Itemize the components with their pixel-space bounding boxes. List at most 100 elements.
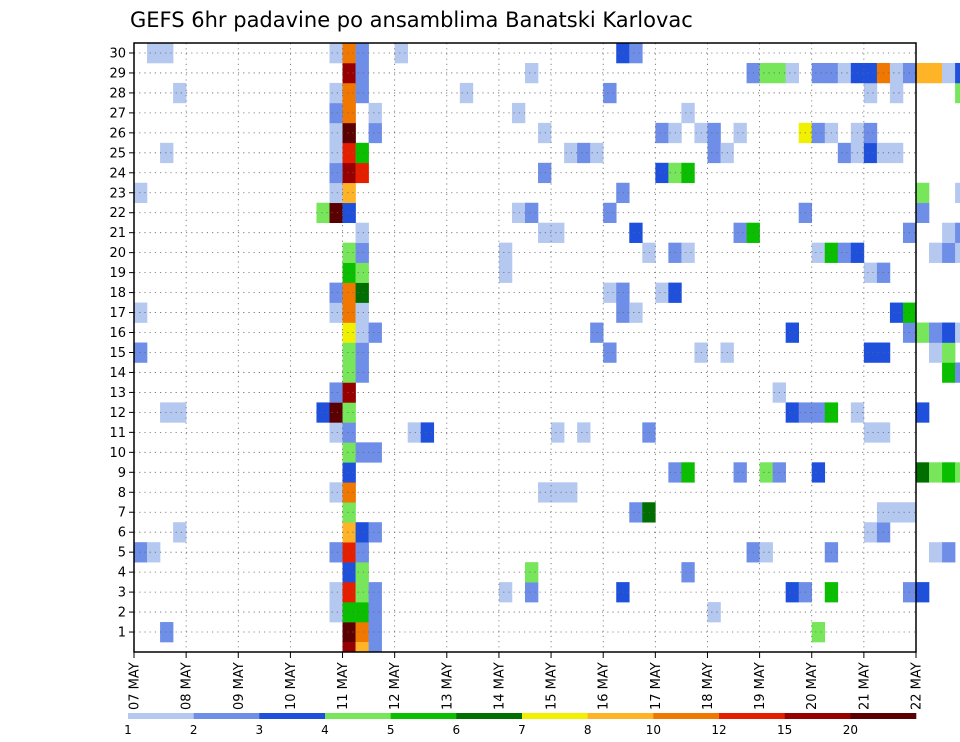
x-tick-label: 19 MAY — [753, 662, 768, 710]
heatmap-cell — [134, 182, 148, 204]
heatmap-cell — [342, 602, 356, 623]
grid-lines — [134, 43, 916, 652]
heatmap-cell — [577, 142, 591, 164]
heatmap-cell — [929, 342, 943, 363]
heatmap-cell — [355, 302, 369, 323]
legend-label: 4 — [321, 723, 329, 737]
heatmap-cell — [342, 62, 356, 84]
heatmap-cell — [342, 502, 356, 523]
heatmap-cell — [603, 342, 617, 363]
heatmap-cell — [525, 562, 539, 583]
heatmap-cell — [955, 462, 960, 483]
heatmap-cell — [863, 122, 878, 144]
heatmap-cell — [342, 162, 356, 184]
heatmap-cell — [342, 582, 356, 603]
y-tick-label: 2 — [118, 606, 126, 621]
y-tick-label: 22 — [109, 206, 126, 221]
heatmap-cell — [342, 262, 356, 283]
heatmap-cell — [173, 82, 187, 104]
legend-swatch — [390, 713, 457, 719]
y-tick-label: 24 — [109, 166, 126, 181]
y-tick-label: 17 — [109, 306, 126, 321]
heatmap-cell — [316, 402, 330, 423]
heatmap-cell — [655, 162, 669, 184]
x-tick-label: 13 MAY — [440, 662, 455, 710]
legend-swatch — [456, 713, 523, 719]
y-tick-label: 29 — [109, 66, 126, 81]
heatmap-cell — [316, 202, 330, 224]
heatmap-cell — [916, 462, 930, 483]
heatmap-cell — [929, 462, 943, 483]
y-tick-label: 14 — [109, 366, 126, 381]
heatmap-cell — [329, 122, 343, 144]
heatmap-cell — [342, 362, 356, 383]
heatmap-cell — [394, 43, 408, 64]
heatmap-cell — [342, 322, 356, 343]
heatmap-cell — [355, 242, 369, 263]
heatmap-cell — [355, 522, 369, 543]
heatmap-cell — [329, 482, 343, 503]
legend-swatch — [850, 713, 917, 719]
legend-swatch — [719, 713, 785, 719]
heatmap-cell — [329, 282, 343, 303]
heatmap-cell — [863, 522, 878, 543]
heatmap-cell — [407, 422, 422, 443]
heatmap-cell — [525, 62, 539, 84]
heatmap-cell — [863, 422, 878, 443]
heatmap-cell — [707, 142, 721, 164]
heatmap-cell — [942, 322, 956, 343]
legend-swatch — [193, 713, 260, 719]
y-tick-label: 5 — [118, 546, 126, 561]
heatmap-cell — [538, 482, 552, 503]
heatmap-cell — [342, 43, 356, 64]
legend-swatch — [587, 713, 654, 719]
legend-label: 6 — [453, 723, 461, 737]
heatmap-cell — [498, 262, 513, 283]
heatmap-cell — [329, 162, 343, 184]
heatmap-cell — [929, 62, 943, 84]
heatmap-cell — [368, 642, 382, 653]
heatmap-cell — [329, 43, 343, 64]
legend-swatch — [522, 713, 588, 719]
x-tick-label: 22 MAY — [910, 662, 925, 710]
heatmap-cell — [707, 122, 721, 144]
heatmap-cell — [355, 642, 369, 653]
heatmap-cell — [785, 62, 799, 84]
heatmap-cell — [759, 462, 773, 483]
heatmap-cell — [173, 402, 187, 423]
y-tick-label: 23 — [109, 186, 126, 201]
heatmap-cell — [134, 302, 148, 323]
legend-label: 12 — [711, 723, 726, 737]
x-tick-label: 20 MAY — [805, 662, 820, 710]
heatmap-cell — [811, 242, 826, 263]
heatmap-cell — [811, 122, 826, 144]
y-tick-label: 6 — [118, 526, 126, 541]
heatmap-cell — [342, 242, 356, 263]
heatmap-cell — [811, 62, 826, 84]
legend-swatch — [259, 713, 326, 719]
heatmap-cell — [889, 302, 904, 323]
heatmap-cell — [916, 582, 930, 603]
legend-label: 8 — [584, 723, 592, 737]
heatmap-cell — [863, 262, 878, 283]
y-tick-label: 9 — [118, 466, 126, 481]
heatmap-cell — [342, 562, 356, 583]
heatmap-cell — [955, 182, 960, 204]
heatmap-cell — [759, 542, 773, 563]
heatmap-cell — [707, 602, 721, 623]
heatmap-cell — [863, 142, 878, 164]
x-tick-label: 10 MAY — [284, 662, 299, 710]
heatmap-cell — [681, 162, 695, 184]
heatmap-cell — [916, 322, 930, 343]
heatmap-cell — [329, 82, 343, 104]
heatmap-cell — [942, 342, 956, 363]
heatmap-cell — [538, 122, 552, 144]
heatmap-cell — [929, 242, 943, 263]
heatmap-cell — [342, 522, 356, 543]
heatmap-cell — [916, 202, 930, 224]
heatmap-cell — [942, 62, 956, 84]
heatmap-cell — [629, 222, 643, 243]
heatmap-cell — [655, 122, 669, 144]
x-tick-label: 16 MAY — [597, 662, 612, 710]
